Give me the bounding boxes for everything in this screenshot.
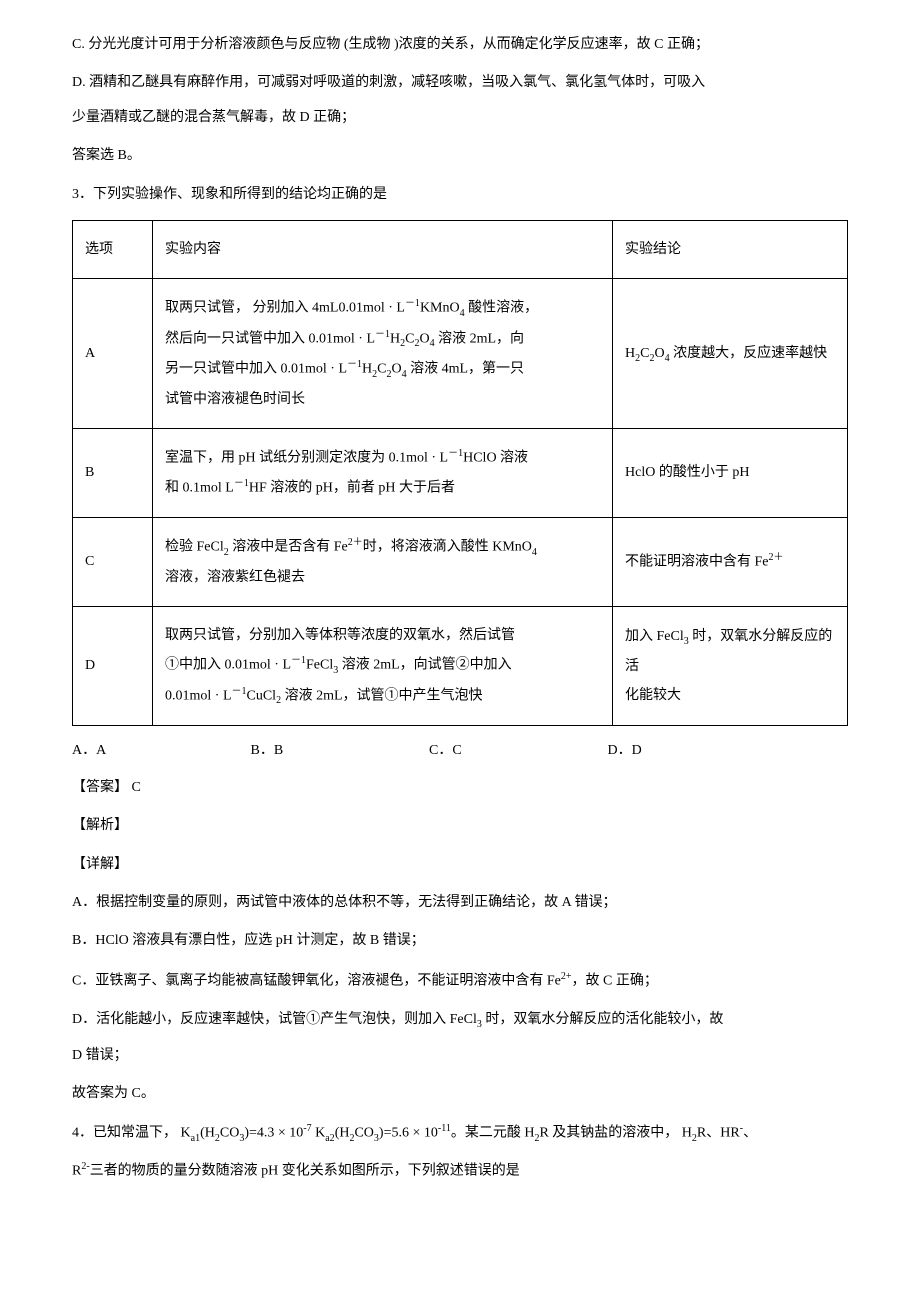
header-option: 选项 bbox=[73, 220, 153, 278]
intro-answer: 答案选 B。 bbox=[72, 145, 848, 167]
q3-table: 选项 实验内容 实验结论 A 取两只试管， 分别加入 4mL0.01mol · … bbox=[72, 220, 848, 726]
table-header-row: 选项 实验内容 实验结论 bbox=[73, 220, 848, 278]
q4-stem-line2: R2-三者的物质的量分数随溶液 pH 变化关系如图所示，下列叙述错误的是 bbox=[72, 1159, 848, 1183]
q3-explain-d-line1: D．活化能越小，反应速率越快，试管①产生气泡快，则加入 FeCl3 时，双氧水分… bbox=[72, 1009, 848, 1033]
q3-conclusion: 故答案为 C。 bbox=[72, 1083, 848, 1105]
cell-content-c: 检验 FeCl2 溶液中是否含有 Fe2＋时，将溶液滴入酸性 KMnO4 溶液，… bbox=[153, 518, 613, 607]
cell-opt-b: B bbox=[73, 429, 153, 518]
cell-result-c: 不能证明溶液中含有 Fe2＋ bbox=[613, 518, 848, 607]
intro-para-d-line1: D. 酒精和乙醚具有麻醉作用，可减弱对呼吸道的刺激，减轻咳嗽，当吸入氯气、氯化氢… bbox=[72, 72, 848, 94]
cell-content-d: 取两只试管，分别加入等体积等浓度的双氧水，然后试管 ①中加入 0.01mol ·… bbox=[153, 607, 613, 726]
table-row: D 取两只试管，分别加入等体积等浓度的双氧水，然后试管 ①中加入 0.01mol… bbox=[73, 607, 848, 726]
q3-explain-c: C．亚铁离子、氯离子均能被高锰酸钾氧化，溶液褪色，不能证明溶液中含有 Fe2+，… bbox=[72, 969, 848, 993]
table-row: B 室温下，用 pH 试纸分别测定浓度为 0.1mol · L－1HClO 溶液… bbox=[73, 429, 848, 518]
q3-explain-a: A．根据控制变量的原则，两试管中液体的总体积不等，无法得到正确结论，故 A 错误… bbox=[72, 892, 848, 914]
intro-para-c: C. 分光光度计可用于分析溶液颜色与反应物 (生成物 )浓度的关系，从而确定化学… bbox=[72, 34, 848, 56]
cell-opt-a: A bbox=[73, 279, 153, 429]
cell-content-b: 室温下，用 pH 试纸分别测定浓度为 0.1mol · L－1HClO 溶液 和… bbox=[153, 429, 613, 518]
cell-opt-d: D bbox=[73, 607, 153, 726]
q3-explain-b: B．HClO 溶液具有漂白性，应选 pH 计测定，故 B 错误； bbox=[72, 930, 848, 952]
option-d: D．D bbox=[608, 740, 642, 762]
table-row: C 检验 FeCl2 溶液中是否含有 Fe2＋时，将溶液滴入酸性 KMnO4 溶… bbox=[73, 518, 848, 607]
q3-stem: 3．下列实验操作、现象和所得到的结论均正确的是 bbox=[72, 184, 848, 206]
table-row: A 取两只试管， 分别加入 4mL0.01mol · L－1KMnO4 酸性溶液… bbox=[73, 279, 848, 429]
q3-detail-label: 【详解】 bbox=[72, 854, 848, 876]
q4-stem-line1: 4．已知常温下， Ka1(H2CO3)=4.3 × 10-7 Ka2(H2CO3… bbox=[72, 1121, 848, 1146]
q3-answer: 【答案】 C bbox=[72, 777, 848, 799]
cell-opt-c: C bbox=[73, 518, 153, 607]
q3-explain-label: 【解析】 bbox=[72, 815, 848, 837]
option-b: B．B bbox=[251, 740, 426, 762]
header-result: 实验结论 bbox=[613, 220, 848, 278]
q3-explain-d-line2: D 错误； bbox=[72, 1045, 848, 1067]
option-c: C．C bbox=[429, 740, 604, 762]
cell-result-b: HclO 的酸性小于 pH bbox=[613, 429, 848, 518]
header-content: 实验内容 bbox=[153, 220, 613, 278]
cell-result-a: H2C2O4 浓度越大，反应速率越快 bbox=[613, 279, 848, 429]
option-a: A．A bbox=[72, 740, 247, 762]
cell-content-a: 取两只试管， 分别加入 4mL0.01mol · L－1KMnO4 酸性溶液， … bbox=[153, 279, 613, 429]
intro-para-d-line2: 少量酒精或乙醚的混合蒸气解毒，故 D 正确； bbox=[72, 107, 848, 129]
cell-result-d: 加入 FeCl3 时，双氧水分解反应的活 化能较大 bbox=[613, 607, 848, 726]
q3-options: A．A B．B C．C D．D bbox=[72, 740, 848, 762]
